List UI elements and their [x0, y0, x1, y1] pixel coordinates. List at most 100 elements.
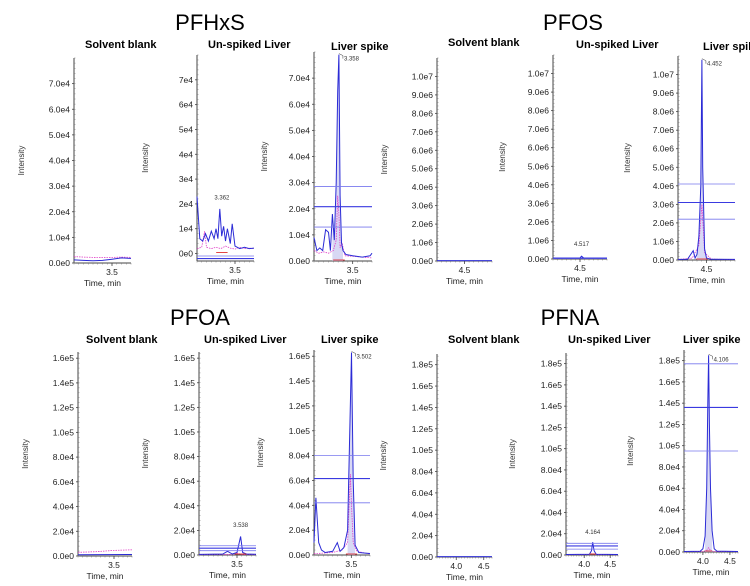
x-axis-label: Time, min — [693, 567, 730, 577]
y-tick-label: 0.0e0 — [174, 550, 196, 560]
y-tick-label: 6.0e4 — [541, 486, 563, 496]
trace-analyte — [677, 59, 736, 260]
y-tick-label: 0.0e0 — [412, 256, 434, 266]
x-tick-label: 4.0 — [697, 556, 709, 566]
y-tick-label: 1.4e5 — [541, 401, 563, 411]
y-tick-label: 1.0e6 — [653, 236, 675, 246]
y-tick-label: 5.0e4 — [289, 125, 311, 135]
y-tick-label: 6.0e6 — [528, 143, 550, 153]
y-tick-label: 7.0e6 — [653, 125, 675, 135]
y-tick-label: 6e4 — [179, 100, 193, 110]
y-tick-label: 0.0e0 — [289, 550, 311, 560]
panel-pfhxs-liver-spike: Liver spike Intensity Time, min 0.0e0 1.0e4 2… — [260, 41, 388, 286]
y-tick-label: 5.0e6 — [653, 162, 675, 172]
y-tick-label: 6.0e4 — [659, 483, 681, 493]
y-tick-label: 1.8e5 — [541, 359, 563, 369]
y-tick-label: 1.0e6 — [528, 235, 550, 245]
peak-area-fill — [705, 355, 713, 552]
panel-title: Liver spike — [703, 41, 750, 53]
y-tick-label: 4.0e4 — [412, 509, 434, 519]
x-tick-label: 3.5 — [229, 265, 241, 275]
x-axis-label: Time, min — [446, 572, 483, 582]
y-tick-label: 7e4 — [179, 75, 193, 85]
y-tick-label: 0.0e0 — [412, 552, 434, 562]
y-tick-label: 2.0e4 — [659, 526, 681, 536]
y-tick-label: 1.2e5 — [289, 401, 311, 411]
y-tick-label: 2.0e4 — [49, 207, 71, 217]
y-tick-label: 1.6e5 — [541, 380, 563, 390]
x-axis-label: Time, min — [574, 570, 611, 580]
x-tick-label: 3.5 — [108, 560, 120, 570]
y-tick-label: 1.0e5 — [53, 427, 75, 437]
y-tick-label: 9.0e6 — [412, 90, 434, 100]
peak-retention-label: 3.538 — [233, 523, 249, 529]
x-tick-label: 4.5 — [574, 263, 586, 273]
panel-title: Solvent blank — [448, 334, 520, 346]
trace-internal-std — [677, 204, 736, 260]
y-tick-label: 2.0e4 — [541, 529, 563, 539]
y-tick-label: 5.0e6 — [528, 161, 550, 171]
y-tick-label: 3e4 — [179, 174, 193, 184]
y-tick-label: 2.0e4 — [53, 526, 75, 536]
y-tick-label: 5.0e4 — [49, 130, 71, 140]
panel-title: Solvent blank — [85, 39, 157, 51]
compound-title-pfhxs: PFHxS — [175, 10, 245, 35]
y-tick-label: 1.4e5 — [53, 378, 75, 388]
y-tick-label: 3.0e6 — [653, 199, 675, 209]
y-tick-label: 1.6e5 — [53, 353, 75, 363]
peak-retention-label: 3.358 — [344, 57, 360, 63]
y-tick-label: 1.2e5 — [541, 422, 563, 432]
compound-title-pfoa: PFOA — [170, 305, 230, 330]
trace-internal-std — [313, 195, 373, 259]
y-tick-label: 8.0e4 — [289, 451, 311, 461]
y-tick-label: 1.6e5 — [659, 377, 681, 387]
y-tick-label: 3.0e4 — [289, 178, 311, 188]
y-tick-label: 1.0e5 — [659, 441, 681, 451]
y-tick-label: 9.0e6 — [528, 87, 550, 97]
y-tick-label: 1.6e5 — [289, 351, 311, 361]
y-tick-label: 1.0e5 — [541, 444, 563, 454]
y-tick-label: 5.0e6 — [412, 164, 434, 174]
y-tick-label: 6.0e6 — [653, 144, 675, 154]
y-tick-label: 6.0e4 — [289, 475, 311, 485]
y-tick-label: 1.0e7 — [412, 71, 434, 81]
trace-internal-std — [683, 547, 739, 553]
y-tick-label: 1.4e5 — [289, 376, 311, 386]
y-axis-label: Intensity — [141, 439, 150, 469]
y-tick-label: 8.0e6 — [412, 108, 434, 118]
y-axis-label: Intensity — [141, 143, 150, 173]
y-tick-label: 1.0e6 — [412, 238, 434, 248]
trace-analyte — [565, 542, 619, 555]
y-tick-label: 7.0e4 — [289, 73, 311, 83]
x-tick-label: 4.5 — [701, 264, 713, 274]
y-tick-label: 3.0e4 — [49, 181, 71, 191]
y-tick-label: 4.0e6 — [528, 180, 550, 190]
trace-analyte — [196, 196, 255, 250]
y-tick-label: 1.8e5 — [412, 360, 434, 370]
y-axis-label: Intensity — [256, 438, 265, 468]
y-tick-label: 1.0e5 — [289, 426, 311, 436]
panel-pfoa-liver-spike: Liver spike Intensity Time, min 0.0e0 2.0e4 4… — [256, 334, 378, 580]
y-tick-label: 0.0e0 — [289, 256, 311, 266]
y-tick-label: 2e4 — [179, 199, 193, 209]
y-tick-label: 1.0e7 — [528, 69, 550, 79]
peak-retention-label: 4.452 — [707, 62, 723, 68]
panel-title: Un-spiked Liver — [208, 39, 291, 51]
y-tick-label: 1.0e4 — [49, 232, 71, 242]
panel-title: Solvent blank — [86, 334, 158, 346]
peak-retention-label: 4.517 — [574, 242, 590, 248]
y-tick-label: 0.0e0 — [659, 547, 681, 557]
y-tick-label: 2.0e4 — [412, 531, 434, 541]
y-axis-label: Intensity — [260, 142, 269, 172]
y-tick-label: 3.0e6 — [528, 198, 550, 208]
y-tick-label: 6.0e4 — [53, 477, 75, 487]
y-tick-label: 2.0e4 — [289, 204, 311, 214]
y-tick-label: 7.0e6 — [528, 124, 550, 134]
y-tick-label: 7.0e6 — [412, 127, 434, 137]
y-tick-label: 1.4e5 — [412, 402, 434, 412]
x-tick-label: 4.5 — [724, 556, 736, 566]
y-tick-label: 1.8e5 — [659, 356, 681, 366]
y-tick-label: 0.0e0 — [49, 258, 71, 268]
y-tick-label: 1.6e5 — [174, 353, 196, 363]
